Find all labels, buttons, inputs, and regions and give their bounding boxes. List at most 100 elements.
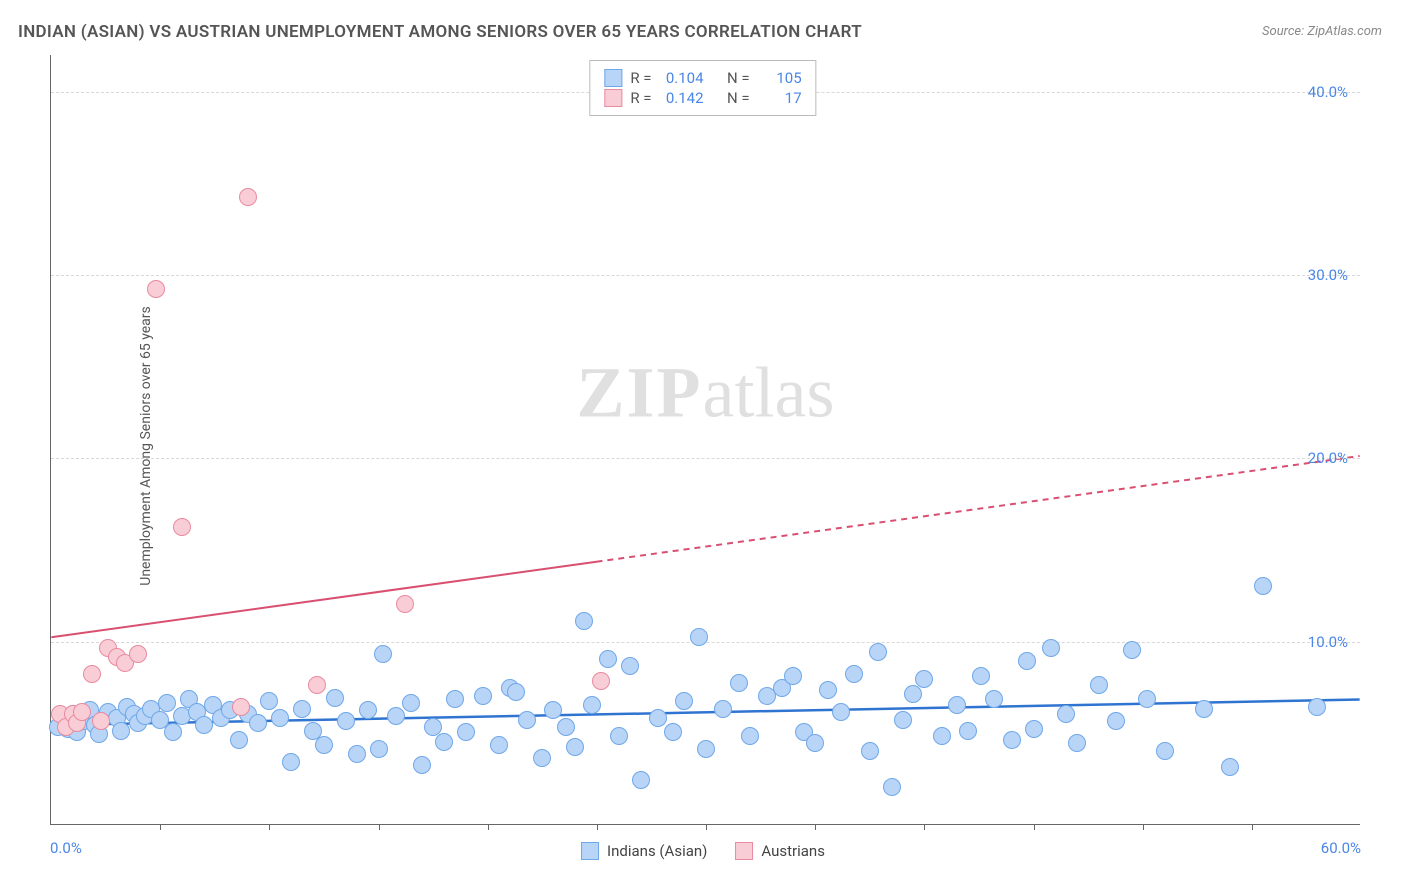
data-point <box>675 692 693 710</box>
legend-item: Austrians <box>735 842 825 860</box>
data-point <box>230 731 248 749</box>
data-point <box>326 689 344 707</box>
n-value: 17 <box>758 89 802 107</box>
data-point <box>474 687 492 705</box>
data-point <box>402 694 420 712</box>
data-point <box>1308 698 1326 716</box>
y-tick-label: 30.0% <box>1308 266 1348 284</box>
data-point <box>566 738 584 756</box>
data-point <box>664 723 682 741</box>
data-point <box>869 643 887 661</box>
data-point <box>282 753 300 771</box>
r-value: 0.142 <box>660 89 704 107</box>
data-point <box>293 700 311 718</box>
data-point <box>690 628 708 646</box>
legend-swatch <box>604 69 622 87</box>
data-point <box>1042 639 1060 657</box>
n-label: N = <box>727 69 750 87</box>
r-value: 0.104 <box>660 69 704 87</box>
legend-label: Austrians <box>761 842 825 860</box>
data-point <box>649 709 667 727</box>
data-point <box>985 690 1003 708</box>
n-label: N = <box>727 89 750 107</box>
data-point <box>73 703 91 721</box>
data-point <box>894 711 912 729</box>
n-value: 105 <box>758 69 802 87</box>
data-point <box>575 612 593 630</box>
data-point <box>832 703 850 721</box>
data-point <box>446 690 464 708</box>
data-point <box>507 683 525 701</box>
r-label: R = <box>630 89 651 107</box>
watermark: ZIPatlas <box>577 352 835 435</box>
data-point <box>308 676 326 694</box>
x-axis-max-label: 60.0% <box>1321 839 1361 857</box>
legend-label: Indians (Asian) <box>607 842 707 860</box>
data-point <box>845 665 863 683</box>
data-point <box>1018 652 1036 670</box>
data-point <box>592 672 610 690</box>
data-point <box>435 733 453 751</box>
data-point <box>232 698 250 716</box>
data-point <box>784 667 802 685</box>
data-point <box>1221 758 1239 776</box>
legend-stat-row: R = 0.104 N = 105 <box>604 69 801 87</box>
data-point <box>158 694 176 712</box>
data-point <box>730 674 748 692</box>
x-tick <box>379 824 380 830</box>
data-point <box>1156 742 1174 760</box>
data-point <box>599 650 617 668</box>
data-point <box>933 727 951 745</box>
data-point <box>544 701 562 719</box>
data-point <box>1107 712 1125 730</box>
data-point <box>1123 641 1141 659</box>
y-tick-label: 10.0% <box>1308 633 1348 651</box>
data-point <box>518 711 536 729</box>
y-tick-label: 20.0% <box>1308 449 1348 467</box>
grid-line <box>51 275 1360 276</box>
data-point <box>741 727 759 745</box>
data-point <box>374 645 392 663</box>
watermark-zip: ZIP <box>577 353 703 433</box>
x-tick <box>924 824 925 830</box>
data-point <box>83 665 101 683</box>
data-point <box>370 740 388 758</box>
legend-stat-row: R = 0.142 N = 17 <box>604 89 801 107</box>
x-tick <box>1252 824 1253 830</box>
legend-item: Indians (Asian) <box>581 842 707 860</box>
x-tick <box>160 824 161 830</box>
data-point <box>904 685 922 703</box>
data-point <box>883 778 901 796</box>
legend-swatch <box>581 842 599 860</box>
data-point <box>959 722 977 740</box>
y-tick-label: 40.0% <box>1308 83 1348 101</box>
x-tick <box>815 824 816 830</box>
data-point <box>1025 720 1043 738</box>
data-point <box>173 518 191 536</box>
watermark-atlas: atlas <box>703 353 835 433</box>
data-point <box>610 727 628 745</box>
legend-series: Indians (Asian) Austrians <box>581 842 825 860</box>
x-tick <box>1143 824 1144 830</box>
data-point <box>239 188 257 206</box>
data-point <box>533 749 551 767</box>
r-label: R = <box>630 69 651 87</box>
data-point <box>315 736 333 754</box>
data-point <box>1090 676 1108 694</box>
data-point <box>164 723 182 741</box>
legend-stats: R = 0.104 N = 105 R = 0.142 N = 17 <box>589 60 816 116</box>
data-point <box>195 716 213 734</box>
data-point <box>260 692 278 710</box>
data-point <box>948 696 966 714</box>
data-point <box>861 742 879 760</box>
data-point <box>112 722 130 740</box>
data-point <box>271 709 289 727</box>
data-point <box>1195 700 1213 718</box>
data-point <box>147 280 165 298</box>
plot-area: ZIPatlas 10.0% 20.0% 30.0% 40.0% <box>50 55 1360 825</box>
legend-swatch <box>604 89 622 107</box>
chart-title: INDIAN (ASIAN) VS AUSTRIAN UNEMPLOYMENT … <box>18 22 862 42</box>
data-point <box>337 712 355 730</box>
data-point <box>1003 731 1021 749</box>
data-point <box>621 657 639 675</box>
